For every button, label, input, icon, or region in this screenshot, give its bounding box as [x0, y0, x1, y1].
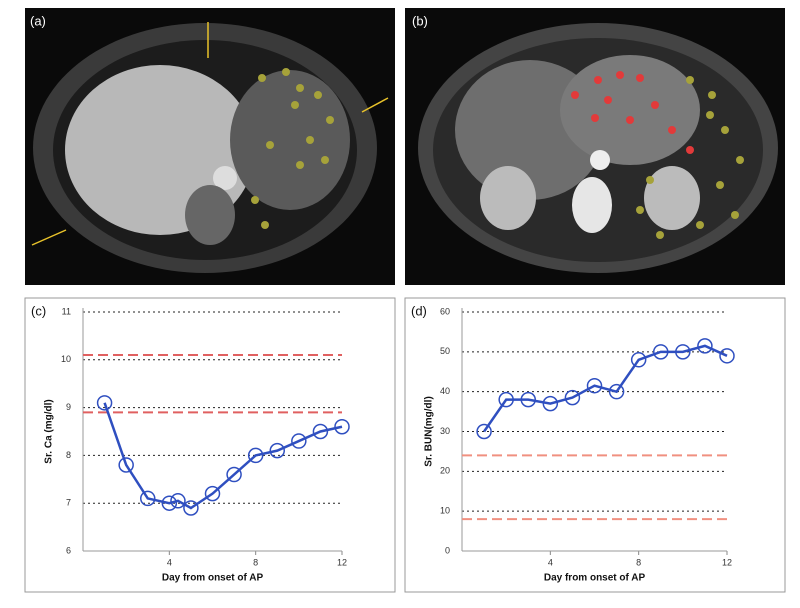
data-point — [226, 466, 242, 483]
data-point — [269, 442, 285, 459]
x-tick-label: 12 — [337, 557, 347, 567]
y-tick-label: 11 — [62, 306, 71, 316]
data-point — [697, 338, 713, 354]
data-point — [630, 352, 647, 368]
y-tick-label: 20 — [440, 466, 450, 476]
data-point — [118, 457, 134, 473]
data-point — [170, 493, 186, 509]
data-point — [96, 395, 113, 411]
x-tick-label: 4 — [548, 557, 553, 567]
data-point — [498, 391, 514, 408]
data-point — [564, 389, 581, 406]
x-tick-label: 12 — [722, 557, 732, 567]
data-point — [334, 418, 350, 435]
mri-image: (a) — [25, 8, 395, 285]
data-point — [586, 377, 603, 394]
panel-label: (b) — [412, 13, 428, 28]
y-tick-label: 40 — [440, 386, 450, 396]
data-point — [204, 485, 221, 502]
data-point — [312, 423, 329, 440]
data-point — [719, 348, 735, 364]
x-axis-label: Day from onset of AP — [544, 573, 646, 584]
chart-title: (c) — [31, 303, 46, 318]
y-tick-label: 50 — [440, 346, 450, 356]
chart-frame — [24, 297, 396, 593]
panel-label: (a) — [30, 13, 46, 28]
x-tick-label: 8 — [636, 557, 641, 567]
ct-image: (b) — [405, 8, 785, 285]
y-tick-label: 30 — [440, 426, 450, 436]
data-point — [520, 391, 536, 408]
y-tick-label: 6 — [66, 545, 71, 555]
chart-frame — [404, 297, 786, 593]
x-tick-label: 4 — [167, 557, 172, 567]
y-tick-label: 60 — [440, 306, 450, 316]
data-point — [476, 423, 492, 440]
data-line — [483, 344, 728, 433]
data-point — [247, 447, 264, 464]
data-point — [542, 395, 559, 412]
data-point — [653, 344, 669, 360]
chart-title: (d) — [411, 303, 427, 318]
y-axis-label: Sr. Ca (mg/dl) — [44, 399, 55, 463]
y-axis-label: Sr. BUN(mg/dl) — [424, 396, 435, 467]
y-tick-label: 8 — [66, 450, 71, 460]
data-point — [140, 490, 156, 507]
data-point — [183, 500, 199, 516]
data-point — [291, 433, 307, 449]
y-tick-label: 10 — [61, 354, 71, 364]
data-point — [608, 383, 625, 400]
y-tick-label: 10 — [440, 506, 450, 516]
x-axis-label: Day from onset of AP — [162, 573, 264, 584]
x-tick-label: 8 — [253, 557, 258, 567]
data-point — [675, 344, 691, 360]
y-tick-label: 9 — [66, 402, 71, 412]
data-line — [103, 402, 343, 510]
y-tick-label: 0 — [445, 545, 450, 555]
y-tick-label: 7 — [66, 498, 71, 508]
data-point — [161, 495, 178, 511]
